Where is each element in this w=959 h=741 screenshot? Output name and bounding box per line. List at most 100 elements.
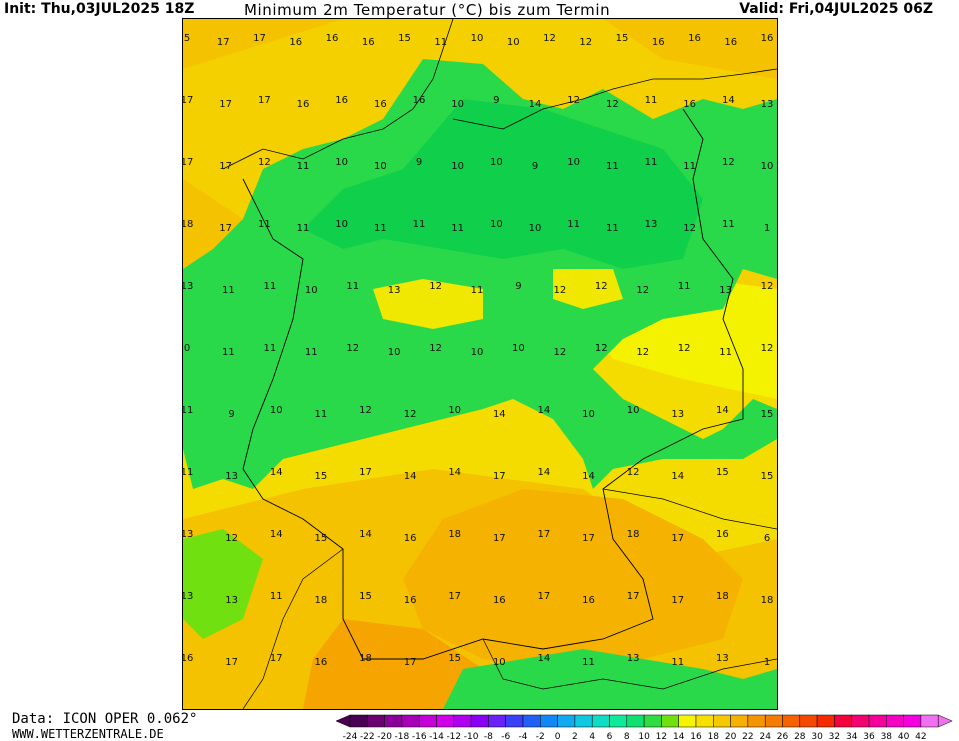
temperature-map: 5171716161615111010121215161616161717171… [182, 18, 778, 710]
legend-tick-label: 18 [708, 732, 720, 741]
station-value: 12 [553, 347, 566, 358]
station-value: 10 [627, 405, 640, 416]
station-value: 11 [606, 223, 619, 234]
legend-swatch [782, 714, 801, 728]
station-value: 16 [297, 99, 310, 110]
station-value: 11 [567, 219, 580, 230]
legend-swatch [349, 714, 368, 728]
station-value: 11 [471, 285, 484, 296]
legend-tick-label: 22 [742, 732, 753, 741]
legend-tick-label: 42 [915, 732, 926, 741]
data-source-label: Data: ICON OPER 0.062° [12, 711, 198, 727]
init-time-label: Init: Thu,03JUL2025 18Z [4, 1, 195, 17]
station-value: 14 [529, 99, 542, 110]
station-value: 14 [722, 95, 735, 106]
station-value: 11 [314, 409, 327, 420]
station-value: 17 [493, 471, 506, 482]
legend-tick-label: 20 [725, 732, 737, 741]
station-value: 0 [184, 343, 190, 354]
legend-tick-label: -20 [377, 732, 392, 741]
station-value: 11 [719, 347, 732, 358]
station-value: 12 [606, 99, 619, 110]
station-value: 17 [219, 161, 232, 172]
station-value: 15 [448, 653, 461, 664]
station-value: 18 [716, 591, 729, 602]
station-value: 17 [183, 157, 193, 168]
station-value: 15 [314, 533, 327, 544]
legend-swatch [886, 714, 904, 728]
station-value: 11 [722, 219, 735, 230]
station-value: 11 [434, 37, 447, 48]
station-value: 11 [606, 161, 619, 172]
station-value: 13 [225, 595, 238, 606]
legend-tick-label: -2 [536, 732, 545, 741]
station-value: 14 [538, 467, 551, 478]
station-value: 17 [582, 533, 595, 544]
legend-tick-label: -14 [429, 732, 444, 741]
station-value: 1 [764, 657, 770, 668]
station-value: 16 [761, 33, 774, 44]
station-value: 18 [359, 653, 372, 664]
station-value: 15 [761, 409, 774, 420]
station-value: 12 [579, 37, 592, 48]
legend-swatch [730, 714, 749, 728]
station-value: 14 [448, 467, 461, 478]
station-value: 11 [270, 591, 283, 602]
station-value: 16 [183, 653, 193, 664]
station-values: 5171716161615111010121215161616161717171… [183, 33, 773, 668]
alps-border [482, 638, 777, 690]
website-label: WWW.WETTERZENTRALE.DE [12, 727, 164, 741]
station-value: 16 [374, 99, 387, 110]
station-value: 11 [683, 161, 696, 172]
czech-border [602, 488, 777, 530]
station-value: 11 [222, 285, 235, 296]
station-value: 10 [471, 33, 484, 44]
station-value: 17 [627, 591, 640, 602]
alpine-green-zone [443, 649, 777, 709]
station-value: 11 [305, 347, 318, 358]
legend-swatch [522, 714, 541, 728]
station-value: 10 [567, 157, 580, 168]
legend-swatch [540, 714, 558, 728]
station-value: 11 [671, 657, 684, 668]
legend-tick-label: -6 [501, 732, 510, 741]
coastline-north-sea [222, 19, 454, 170]
legend-swatch [747, 714, 766, 728]
station-value: 13 [388, 285, 401, 296]
legend-swatch [609, 714, 628, 728]
warm-south-zone [403, 489, 743, 669]
station-value: 11 [222, 347, 235, 358]
station-value: 17 [217, 37, 230, 48]
legend-arrow-right [937, 714, 953, 728]
warm-southwest-zone [303, 619, 483, 709]
legend-swatch [678, 714, 697, 728]
legend-tick-label: 40 [898, 732, 910, 741]
station-value: 13 [761, 99, 774, 110]
station-value: 17 [671, 595, 684, 606]
station-value: 11 [297, 161, 310, 172]
yellow-island-1 [373, 279, 483, 329]
station-value: 17 [270, 653, 283, 664]
station-value: 10 [388, 347, 401, 358]
station-value: 18 [761, 595, 774, 606]
station-value: 16 [404, 533, 417, 544]
germany-border [242, 108, 744, 660]
station-value: 12 [678, 343, 691, 354]
station-value: 17 [538, 591, 551, 602]
legend-tick-label: 12 [656, 732, 667, 741]
color-legend: -24 -22 -20 -18 -16 -14 -12 -10 -8 -6 -4 -2 0 2 4 6 8 10 1… [336, 714, 953, 741]
station-value: 18 [627, 529, 640, 540]
station-value: 11 [183, 405, 193, 416]
legend-tick-label: -22 [360, 732, 375, 741]
station-value: 9 [416, 157, 422, 168]
legend-tick-label: 0 [555, 732, 561, 741]
legend-swatch [868, 714, 887, 728]
station-value: 10 [582, 409, 595, 420]
legend-tick-label: 4 [589, 732, 595, 741]
station-value: 14 [582, 471, 595, 482]
legend-tick-label: -16 [412, 732, 427, 741]
legend-tick-label: -12 [446, 732, 461, 741]
station-value: 17 [258, 95, 271, 106]
station-value: 11 [346, 281, 359, 292]
station-value: 12 [722, 157, 735, 168]
